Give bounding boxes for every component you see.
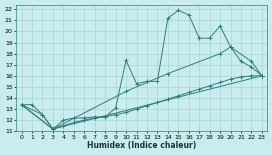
X-axis label: Humidex (Indice chaleur): Humidex (Indice chaleur) [87,141,196,150]
